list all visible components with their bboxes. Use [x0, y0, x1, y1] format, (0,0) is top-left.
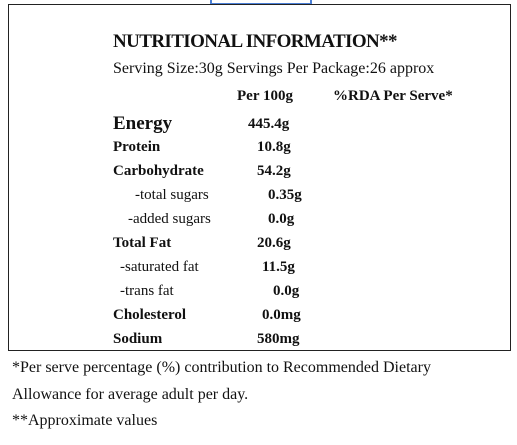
- footnote: **Approximate values: [12, 412, 158, 429]
- row-label: Protein: [113, 139, 161, 155]
- row-value: 54.2g: [257, 163, 291, 179]
- row-value: 0.35g: [268, 187, 302, 203]
- footnote: *Per serve percentage (%) contribution t…: [12, 359, 431, 376]
- nutrition-panel: [8, 4, 511, 351]
- row-value: 0.0g: [268, 211, 295, 227]
- row-value: 0.0g: [273, 283, 300, 299]
- row-value: 11.5g: [262, 259, 295, 275]
- row-label: Energy: [113, 113, 173, 134]
- serving-info: Serving Size:30g Servings Per Package:26…: [113, 60, 435, 77]
- column-header: %RDA Per Serve*: [333, 88, 453, 104]
- row-label: Sodium: [113, 331, 163, 347]
- column-header: Per 100g: [237, 88, 293, 104]
- row-label: -saturated fat: [120, 259, 199, 275]
- row-label: Cholesterol: [113, 307, 187, 323]
- row-value: 10.8g: [257, 139, 291, 155]
- row-value: 445.4g: [248, 116, 290, 132]
- row-value: 0.0mg: [262, 307, 301, 323]
- row-value: 580mg: [257, 331, 300, 347]
- row-label: -total sugars: [135, 187, 209, 203]
- row-value: 20.6g: [257, 235, 291, 251]
- row-label: -added sugars: [128, 211, 211, 227]
- row-label: Carbohydrate: [113, 163, 204, 179]
- row-label: -trans fat: [120, 283, 174, 299]
- title: NUTRITIONAL INFORMATION**: [113, 31, 398, 52]
- footnote: Allowance for average adult per day.: [12, 386, 249, 403]
- row-label: Total Fat: [113, 235, 172, 251]
